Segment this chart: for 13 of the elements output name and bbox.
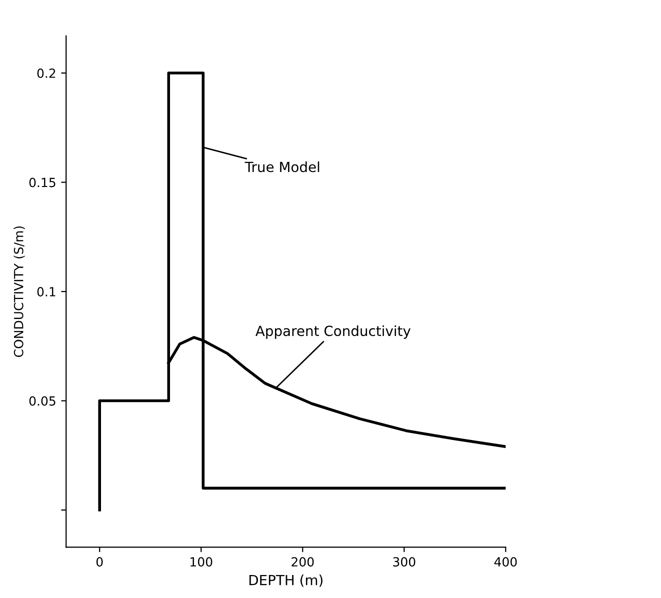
x-tick-label: 200 bbox=[292, 557, 314, 567]
x-tick-label: 0 bbox=[96, 557, 103, 567]
y-tick-label: 0.1 bbox=[37, 286, 56, 296]
annotation: Apparent Conductivity bbox=[256, 325, 411, 339]
x-tick-label: 400 bbox=[494, 557, 517, 567]
x-tick-label: 100 bbox=[190, 557, 212, 567]
y-axis-title: CONDUCTIVITY (S/m) bbox=[14, 226, 25, 357]
x-axis-title: DEPTH (m) bbox=[249, 574, 322, 587]
x-tick-label: 300 bbox=[393, 557, 416, 567]
y-tick-label: 0.15 bbox=[29, 178, 56, 188]
y-tick-label: 0.2 bbox=[37, 68, 56, 78]
annotation: True Model bbox=[244, 161, 320, 172]
y-tick-label: 0.05 bbox=[29, 396, 56, 406]
